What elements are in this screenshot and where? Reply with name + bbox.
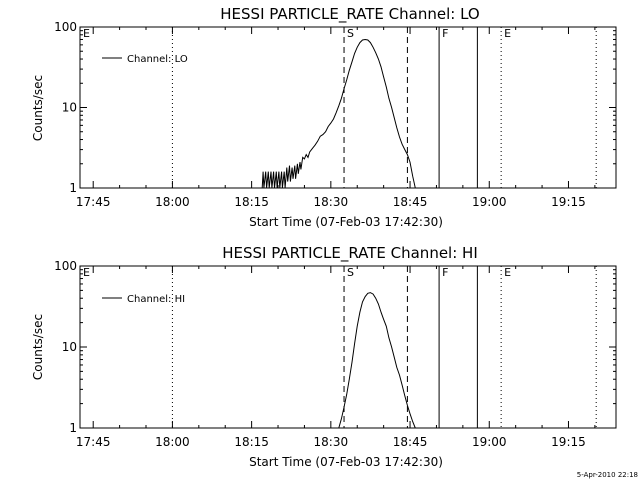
- event-marker-label: E: [504, 266, 511, 279]
- x-axis-label: Start Time (07-Feb-03 17:42:30): [249, 455, 443, 469]
- y-axis-ticks: 1 10 100: [54, 259, 616, 435]
- event-marker-label: E: [83, 27, 90, 40]
- y-tick-label: 10: [62, 340, 77, 354]
- x-tick-label: 17:45: [76, 195, 111, 209]
- x-axis-ticks: 17:45 18:00 18:15 18:30 18:45 19:00 19:15: [76, 27, 596, 209]
- x-tick-label: 17:45: [76, 435, 111, 449]
- x-tick-label: 18:15: [234, 195, 269, 209]
- chart-title: HESSI PARTICLE_RATE Channel: HI: [222, 244, 478, 263]
- y-tick-label: 10: [62, 101, 77, 115]
- x-tick-label: 19:00: [472, 195, 507, 209]
- x-tick-label: 18:00: [155, 195, 190, 209]
- footer-timestamp: 5-Apr-2010 22:18: [577, 471, 638, 479]
- chart-panel-lo: HESSI PARTICLE_RATE Channel: LO Counts/s…: [31, 5, 617, 229]
- chart-title: HESSI PARTICLE_RATE Channel: LO: [220, 5, 479, 24]
- x-tick-label: 18:00: [155, 435, 190, 449]
- y-axis-ticks: 1 10 100: [54, 20, 616, 195]
- event-marker-label: S: [347, 266, 354, 279]
- legend: Channel: LO: [102, 54, 188, 65]
- event-marker-label: E: [83, 266, 90, 279]
- series-line: [261, 38, 416, 189]
- chart-panel-hi: HESSI PARTICLE_RATE Channel: HI Counts/s…: [31, 244, 617, 469]
- x-axis-ticks: 17:45 18:00 18:15 18:30 18:45 19:00 19:15: [76, 266, 596, 449]
- x-tick-label: 18:15: [234, 435, 269, 449]
- event-marker-label: F: [442, 266, 448, 279]
- y-tick-label: 100: [54, 20, 77, 34]
- event-marker-label: F: [442, 27, 448, 40]
- data-series: [338, 292, 416, 429]
- x-tick-label: 18:45: [393, 195, 428, 209]
- event-marker-label: S: [347, 27, 354, 40]
- y-tick-label: 1: [69, 181, 77, 195]
- x-tick-label: 19:00: [472, 435, 507, 449]
- x-tick-label: 18:30: [314, 195, 349, 209]
- plot-frame: [79, 265, 617, 429]
- y-tick-label: 1: [69, 421, 77, 435]
- x-tick-label: 18:30: [314, 435, 349, 449]
- legend-entry: Channel: LO: [127, 54, 188, 65]
- y-tick-label: 100: [54, 259, 77, 273]
- x-tick-label: 18:45: [393, 435, 428, 449]
- series-line: [338, 292, 416, 429]
- y-axis-label: Counts/sec: [31, 75, 45, 141]
- legend-entry: Channel: HI: [127, 294, 185, 305]
- x-tick-label: 19:15: [551, 195, 586, 209]
- event-marker-label: E: [504, 27, 511, 40]
- y-axis-label: Counts/sec: [31, 314, 45, 380]
- plot-frame: [79, 26, 617, 189]
- x-axis-label: Start Time (07-Feb-03 17:42:30): [249, 215, 443, 229]
- x-tick-label: 19:15: [551, 435, 586, 449]
- legend: Channel: HI: [102, 294, 185, 305]
- data-series: [261, 38, 416, 189]
